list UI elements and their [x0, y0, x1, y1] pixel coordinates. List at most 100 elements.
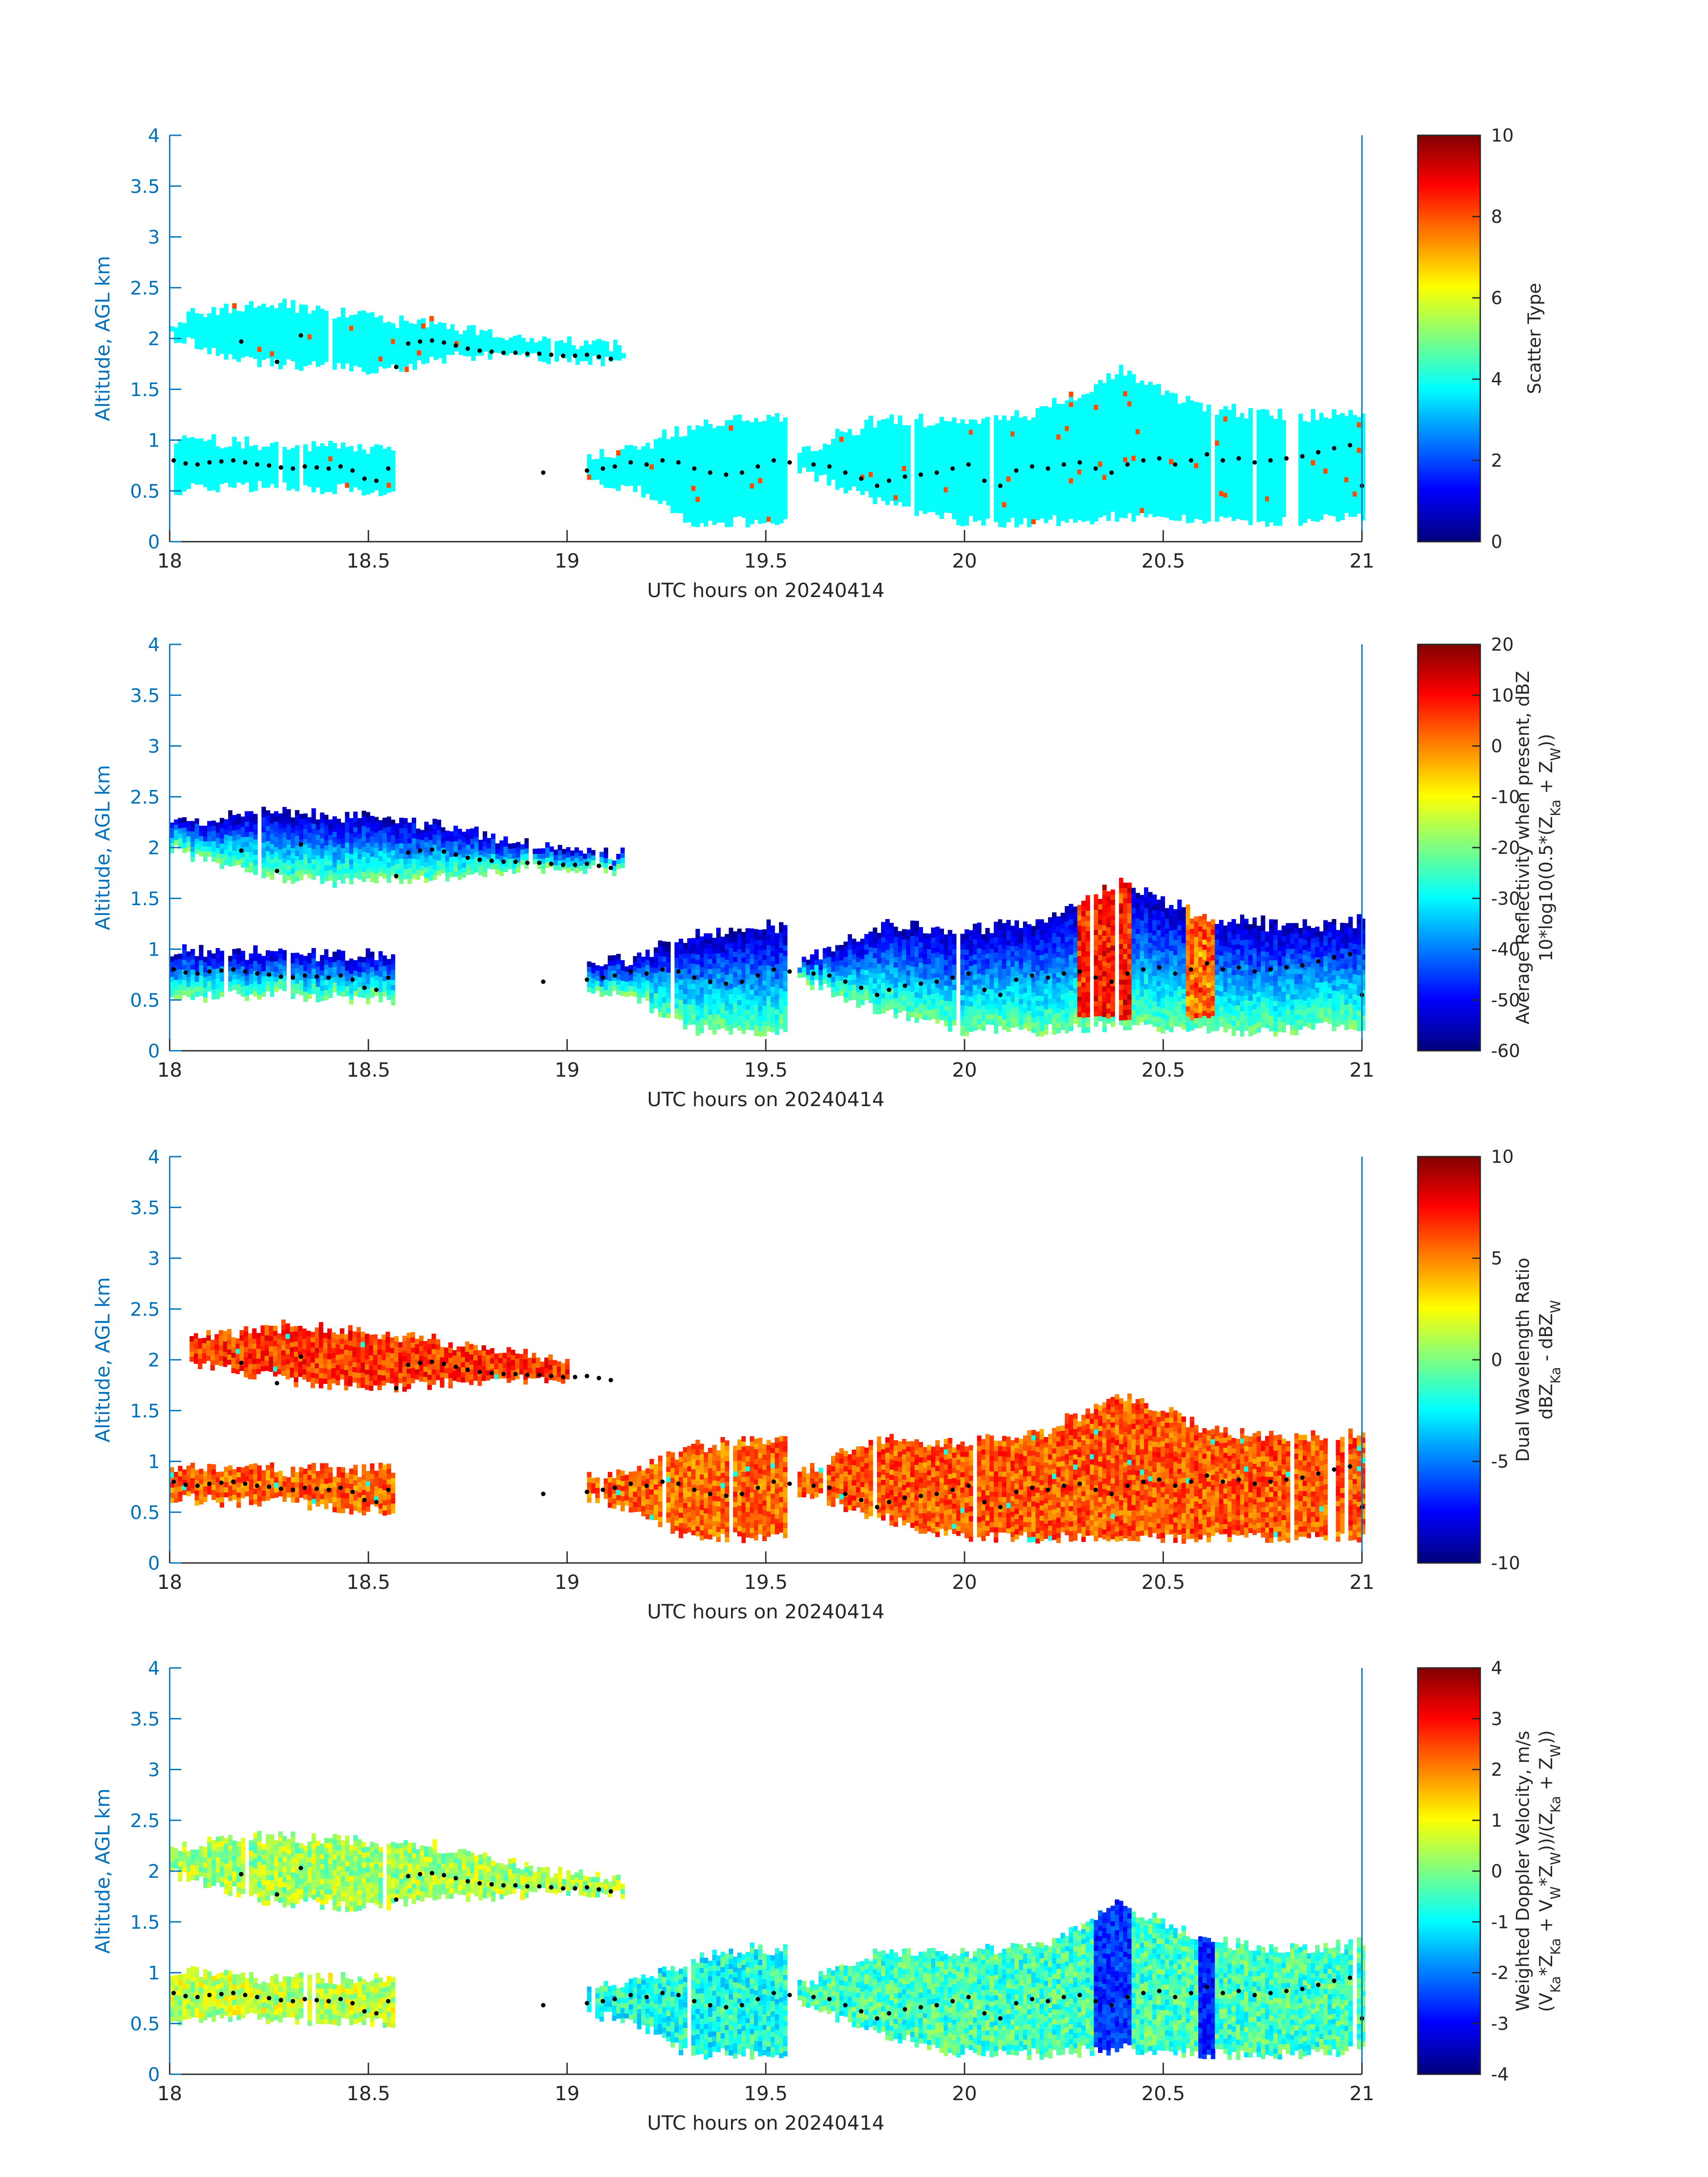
heatmap-cell: [1023, 497, 1027, 503]
heatmap-cell: [894, 490, 898, 496]
heatmap-cell: [174, 454, 179, 460]
heatmap-cell: [1052, 474, 1057, 480]
cloud-top-marker: [1125, 462, 1130, 467]
heatmap-cell: [1169, 423, 1173, 429]
heatmap-cell: [374, 352, 379, 358]
heatmap-cell: [1002, 461, 1006, 467]
heatmap-cell: [919, 454, 923, 460]
heatmap-cell: [320, 448, 325, 454]
heatmap-cell: [720, 451, 725, 457]
heatmap-cell: [1194, 412, 1199, 418]
heatmap-cell: [253, 445, 258, 451]
heatmap-cell: [716, 481, 721, 487]
heatmap-cell: [1336, 486, 1341, 492]
heatmap-cell: [274, 323, 279, 329]
heatmap-cell: [1165, 502, 1169, 508]
heatmap-cell: [1090, 438, 1094, 443]
heatmap-cell: [382, 489, 387, 495]
heatmap-cell: [195, 464, 199, 470]
heatmap-cell: [670, 457, 675, 463]
heatmap-cell: [1348, 511, 1353, 517]
heatmap-cell: [249, 487, 254, 492]
heatmap-cell: [253, 455, 258, 461]
heatmap-cell: [265, 871, 270, 877]
heatmap-cell: [1148, 448, 1153, 454]
heatmap-cell: [207, 475, 212, 481]
heatmap-cell: [687, 446, 692, 451]
heatmap-cell: [960, 501, 965, 506]
heatmap-cell: [1240, 413, 1244, 418]
heatmap-cell: [1173, 515, 1178, 521]
heatmap-cell: [240, 352, 245, 358]
colorbar-swatch: [1418, 532, 1480, 536]
heatmap-cell: [1207, 425, 1211, 430]
heatmap-cell: [1248, 499, 1253, 505]
heatmap-cell: [1336, 491, 1341, 497]
heatmap-cell: [488, 339, 493, 345]
heatmap-cell: [345, 343, 350, 348]
heatmap-cell: [1198, 484, 1203, 489]
heatmap-cell: [977, 489, 981, 495]
heatmap-cell: [973, 476, 977, 481]
heatmap-cell: [1065, 410, 1069, 416]
heatmap-cell: [1319, 453, 1324, 459]
heatmap-cell: [1002, 522, 1006, 528]
heatmap-cell: [182, 466, 187, 472]
heatmap-cell: [1186, 477, 1190, 483]
heatmap-cell: [311, 456, 316, 462]
heatmap-cell: [1035, 449, 1040, 455]
heatmap-cell: [341, 308, 345, 313]
heatmap-cell: [1319, 479, 1324, 485]
heatmap-cell: [270, 443, 275, 448]
colorbar-swatch: [1418, 224, 1480, 228]
heatmap-cell: [881, 445, 885, 451]
heatmap-cell: [729, 496, 734, 502]
heatmap-cell: [687, 441, 692, 446]
heatmap-cell: [662, 475, 667, 481]
heatmap-cell: [1173, 424, 1178, 430]
heatmap-cell: [1198, 464, 1203, 469]
heatmap-cell: [186, 468, 191, 474]
heatmap-cell: [1060, 500, 1065, 506]
heatmap-cell: [1319, 489, 1324, 495]
heatmap-cell: [1257, 415, 1261, 421]
heatmap-cell: [370, 472, 375, 478]
heatmap-cell: [361, 464, 366, 470]
heatmap-cell: [1277, 419, 1282, 425]
heatmap-cell: [645, 458, 650, 464]
heatmap-cell: [944, 461, 948, 467]
heatmap-cell: [1098, 502, 1102, 508]
colorbar-swatch: [1418, 465, 1480, 469]
heatmap-cell: [952, 463, 956, 469]
heatmap-cell: [973, 440, 977, 446]
heatmap-cell: [1111, 460, 1115, 466]
heatmap-cell: [737, 419, 742, 425]
heatmap-cell: [994, 497, 998, 502]
heatmap-cell: [496, 347, 501, 353]
heatmap-cell: [894, 500, 898, 506]
heatmap-cell: [914, 500, 919, 506]
heatmap-cell: [399, 366, 404, 372]
heatmap-cell: [649, 449, 654, 455]
heatmap-cell: [1323, 509, 1328, 514]
heatmap-cell: [245, 351, 250, 356]
heatmap-cell: [374, 322, 379, 328]
heatmap-cell: [1232, 454, 1236, 460]
heatmap-cell: [1073, 507, 1077, 513]
heatmap-cell: [914, 464, 919, 470]
heatmap-cell: [1086, 515, 1090, 521]
heatmap-cell: [1031, 493, 1036, 499]
heatmap-cell: [754, 433, 759, 439]
heatmap-cell: [1081, 465, 1086, 471]
heatmap-cell: [303, 444, 308, 450]
heatmap-cell: [923, 432, 927, 438]
colorbar-swatch: [1418, 154, 1480, 158]
heatmap-cell: [1098, 385, 1102, 391]
heatmap-cell: [1115, 471, 1119, 476]
heatmap-cell: [965, 505, 969, 510]
heatmap-cell: [1052, 439, 1057, 444]
heatmap-cell: [754, 453, 759, 459]
heatmap-cell: [1119, 375, 1123, 380]
heatmap-cell: [729, 481, 734, 487]
